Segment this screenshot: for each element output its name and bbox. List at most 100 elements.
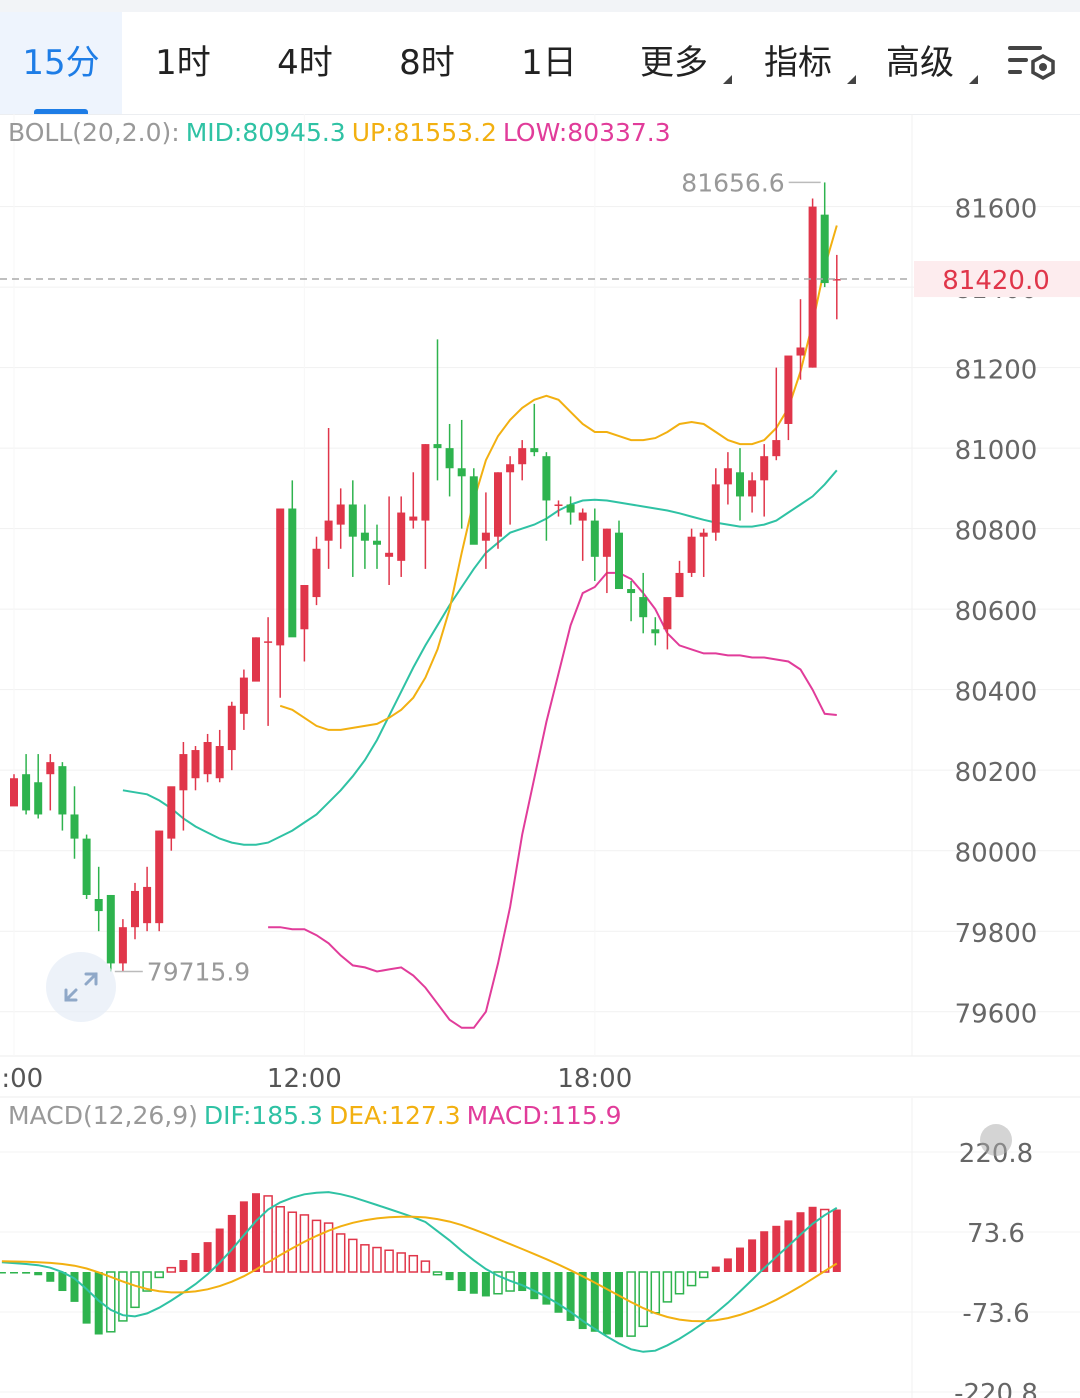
price-tick-label: 81600 <box>955 195 1038 225</box>
candle-body <box>143 886 152 924</box>
candle-body <box>796 347 805 356</box>
macd-histogram-bar <box>457 1272 466 1292</box>
macd-histogram-bar <box>10 1272 18 1274</box>
time-tick-label: 6:00 <box>0 1064 43 1094</box>
candle-body <box>675 572 684 598</box>
macd-histogram-bar <box>94 1272 103 1335</box>
macd-histogram-bar <box>602 1272 611 1335</box>
macd-histogram-bar <box>82 1272 91 1324</box>
candle-body <box>772 440 781 457</box>
tab-1h[interactable]: 1时 <box>122 12 244 114</box>
tab-15min[interactable]: 15分 <box>0 12 122 114</box>
candle-body <box>300 585 309 630</box>
macd-histogram-bar <box>469 1272 478 1294</box>
tab-more[interactable]: 更多 <box>620 12 732 114</box>
tab-1d[interactable]: 1日 <box>488 12 610 114</box>
macd-histogram-bar <box>445 1272 454 1281</box>
macd-histogram-bar <box>384 1249 394 1273</box>
candle-body <box>324 520 333 541</box>
macd-histogram-bar <box>287 1211 298 1273</box>
candle-body <box>639 597 648 618</box>
candle-body <box>590 520 599 557</box>
macd-histogram-bar <box>179 1260 188 1272</box>
candle-body <box>723 468 732 485</box>
macd-histogram-bar <box>723 1258 732 1272</box>
macd-histogram-bar <box>348 1238 358 1273</box>
macd-dif-line <box>1 1191 838 1353</box>
boll-low-value: LOW:80337.3 <box>502 118 671 147</box>
candle-body <box>469 476 478 545</box>
candle-body <box>820 214 829 284</box>
macd-histogram-bar <box>748 1239 757 1272</box>
macd-histogram-bar <box>70 1272 79 1302</box>
macd-histogram-bar <box>578 1272 587 1330</box>
candle-body <box>22 774 31 811</box>
candle-body <box>203 742 212 775</box>
candle-body <box>348 504 357 537</box>
candle-body <box>10 778 18 807</box>
macd-histogram-bar <box>323 1222 334 1273</box>
macd-histogram-bar <box>554 1272 563 1313</box>
candle-body <box>227 705 236 751</box>
tab-label: 指标 <box>764 43 832 83</box>
macd-tick-label: 73.6 <box>967 1219 1025 1249</box>
macd-histogram-bar <box>142 1271 152 1292</box>
price-tick-label: 81200 <box>955 356 1038 386</box>
tab-4h[interactable]: 4时 <box>244 12 366 114</box>
expand-chart-button[interactable] <box>46 952 116 1022</box>
chart-settings-icon <box>1008 46 1055 80</box>
price-tick-label: 80400 <box>955 678 1038 708</box>
candle-body <box>832 279 841 281</box>
macd-histogram-bar <box>711 1266 720 1272</box>
macd-histogram-bar <box>263 1195 273 1273</box>
chart-settings-button[interactable] <box>1006 42 1060 86</box>
macd-histogram-bar <box>252 1193 260 1272</box>
candle-body <box>711 484 720 533</box>
time-tick-label: 18:00 <box>557 1064 632 1094</box>
macd-histogram-bar <box>22 1272 31 1274</box>
macd-histogram-bar <box>650 1271 661 1314</box>
candle-body <box>494 472 502 537</box>
tab-label: 高级 <box>886 43 954 83</box>
macd-histogram-bar <box>686 1271 697 1287</box>
boll-up-value: UP:81553.2 <box>351 118 497 147</box>
candle-body <box>409 516 418 521</box>
macd-histogram-bar <box>530 1272 539 1300</box>
tab-advanced[interactable]: 高级 <box>866 12 978 114</box>
candle-body <box>94 899 103 912</box>
macd-histogram-bar <box>832 1209 841 1272</box>
macd-histogram-bar <box>736 1247 744 1272</box>
candle-body <box>179 754 188 791</box>
candle-body <box>312 548 321 598</box>
candle-body <box>264 641 273 643</box>
candle-body <box>433 444 442 449</box>
candle-body <box>360 532 369 541</box>
price-tick-label: 79800 <box>955 919 1038 949</box>
macd-histogram-bar <box>420 1260 431 1273</box>
candle-body <box>155 830 164 924</box>
candle-body <box>34 782 43 815</box>
tab-label: 更多 <box>640 43 708 83</box>
macd-histogram-bar <box>360 1244 370 1273</box>
macd-histogram-bar <box>518 1272 527 1292</box>
candle-body <box>239 677 248 714</box>
tab-indicators[interactable]: 指标 <box>744 12 856 114</box>
macd-histogram-bar <box>130 1271 140 1309</box>
candle-body <box>276 508 285 646</box>
boll-name: BOLL(20,2.0): <box>8 118 180 147</box>
macd-histogram-bar <box>191 1252 200 1272</box>
candle-body <box>215 746 224 779</box>
candle-body <box>106 894 115 964</box>
macd-histogram-bar <box>118 1271 128 1322</box>
candle-body <box>699 532 708 537</box>
dropdown-triangle-icon <box>969 75 978 84</box>
macd-histogram-bar <box>0 1272 6 1274</box>
macd-histogram-bar <box>372 1246 382 1273</box>
macd-histogram-bar <box>796 1212 805 1272</box>
macd-dea-value: DEA:127.3 <box>328 1101 461 1130</box>
time-tick-label: 12:00 <box>267 1064 342 1094</box>
candle-body <box>336 504 345 525</box>
tab-8h[interactable]: 8时 <box>366 12 488 114</box>
tab-label: 4时 <box>277 43 333 83</box>
